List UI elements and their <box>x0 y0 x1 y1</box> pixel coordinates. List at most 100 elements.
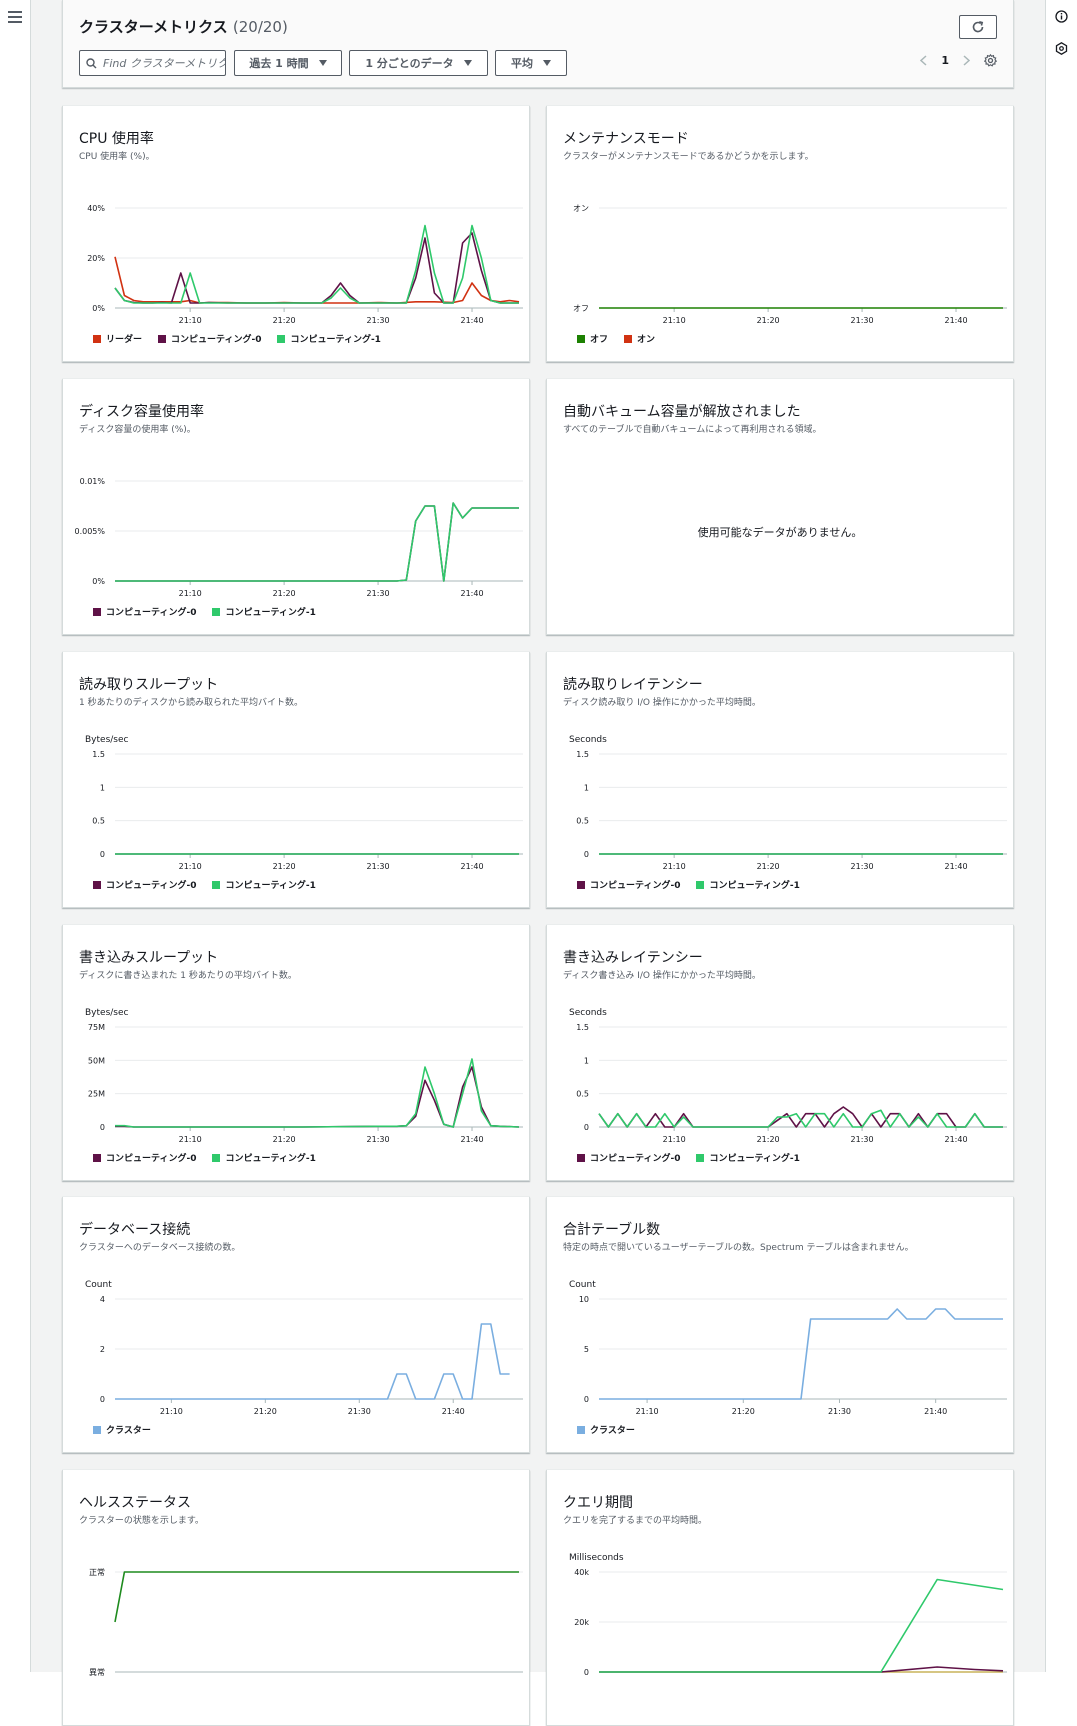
y-tick-label: 1.5 <box>92 750 105 759</box>
card-subtitle: ディスクに書き込まれた 1 秒あたりの平均バイト数。 <box>79 971 297 981</box>
metric-card: ヘルスステータス クラスターの状態を示します。 異常 正常 <box>62 1470 530 1726</box>
legend-label: コンピューティング-0 <box>106 608 197 618</box>
granularity-select[interactable]: 1 分ごとのデータ <box>349 50 488 76</box>
y-tick-label: 2 <box>100 1345 105 1354</box>
legend-item[interactable]: コンピューティング-1 <box>277 332 381 345</box>
current-page[interactable]: 1 <box>941 54 949 67</box>
y-tick-label: 10 <box>579 1295 589 1304</box>
y-axis-label: Bytes/sec <box>85 735 129 745</box>
legend-swatch <box>577 1153 585 1162</box>
legend-item[interactable]: オフ <box>577 332 608 345</box>
gear-icon[interactable] <box>984 54 997 67</box>
statistic-select[interactable]: 平均 <box>495 50 567 76</box>
metric-card: データベース接続 クラスターへのデータベース接続の数。 Count 0 2 4 21:10 2… <box>62 1197 530 1453</box>
x-tick-label: 21:20 <box>732 1407 755 1416</box>
x-tick-label: 21:30 <box>367 1135 390 1144</box>
metric-card: 読み取りレイテンシーディスク読み取り I/O 操作にかかった平均時間。 Secon… <box>546 652 1014 908</box>
legend-label: オン <box>637 335 656 345</box>
y-tick-label: 1 <box>584 783 589 792</box>
gear-badge-icon[interactable] <box>1055 40 1068 59</box>
metric-card: メンテナンスモード クラスターがメンテナンスモードであるかどうかを示します。 オフオ… <box>546 106 1014 362</box>
legend-item[interactable]: コンピューティング-0 <box>93 605 196 618</box>
card-title: 読み取りレイテンシー <box>563 677 703 693</box>
legend-item[interactable]: コンピューティング-0 <box>577 878 680 891</box>
y-tick-label: 4 <box>100 1295 105 1304</box>
x-tick-label: 21:20 <box>273 862 296 871</box>
legend-item[interactable]: クラスター <box>93 1423 151 1436</box>
card-subtitle: クラスターへのデータベース接続の数。 <box>79 1243 241 1253</box>
card-subtitle: 1 秒あたりのディスクから読み取られた平均バイト数。 <box>79 698 303 708</box>
series-line <box>114 224 519 304</box>
y-tick-label: 0 <box>584 1668 589 1677</box>
legend-swatch <box>93 1425 101 1434</box>
y-axis-label: Seconds <box>569 735 607 745</box>
legend-item[interactable]: クラスター <box>577 1423 635 1436</box>
legend-item[interactable]: コンピューティング-0 <box>93 1151 196 1164</box>
legend-swatch <box>577 334 585 343</box>
search-placeholder: Find クラスターメトリクス <box>103 57 226 70</box>
legend-item[interactable]: コンピューティング-1 <box>212 605 316 618</box>
line-chart: Bytes/sec 0 0.5 1 1.5 21:10 21:20 21:30 21:40 <box>85 735 523 871</box>
metric-card: CPU 使用率 CPU 使用率 (%)。 0% 20% 40% 21:10 21:20 21:… <box>62 106 530 362</box>
chevron-right-icon[interactable] <box>963 55 970 66</box>
legend-swatch <box>212 1153 221 1162</box>
search-icon <box>86 57 97 68</box>
series-line <box>115 1058 520 1128</box>
legend-item[interactable]: コンピューティング-1 <box>696 878 800 891</box>
caret-down-icon <box>318 60 327 66</box>
info-icon[interactable] <box>1055 8 1068 27</box>
card-title: 自動バキューム容量が解放されました <box>563 404 801 420</box>
legend-label: コンピューティング-0 <box>106 881 197 891</box>
y-tick-label: 0.5 <box>576 1090 589 1099</box>
metric-card: 合計テーブル数 特定の時点で開いているユーザーテーブルの数。Spectrum テー… <box>546 1197 1014 1453</box>
search-input[interactable]: Find クラスターメトリクス <box>79 50 226 76</box>
y-tick-label: 0.01% <box>80 477 106 486</box>
series-line <box>599 1308 1003 1400</box>
y-tick-label: 0 <box>584 850 589 859</box>
granularity-value: 1 分ごとのデータ <box>365 57 454 70</box>
legend-swatch <box>93 880 101 889</box>
menu-icon[interactable] <box>8 8 22 23</box>
time-range-select[interactable]: 過去 1 時間 <box>234 50 342 76</box>
legend-item[interactable]: コンピューティング-1 <box>696 1151 800 1164</box>
legend-item[interactable]: コンピューティング-0 <box>158 332 261 345</box>
x-tick-label: 21:20 <box>757 316 780 325</box>
legend-swatch <box>577 1425 585 1434</box>
legend-item[interactable]: コンピューティング-1 <box>212 1151 316 1164</box>
x-tick-label: 21:10 <box>663 862 686 871</box>
legend-swatch <box>212 607 221 616</box>
series-line <box>598 1109 1003 1128</box>
line-chart: 0% 0.005% 0.01% 21:10 21:20 21:30 21:40 <box>74 477 523 598</box>
legend-swatch <box>277 334 286 343</box>
x-tick-label: 21:40 <box>944 1135 967 1144</box>
legend-item[interactable]: コンピューティング-1 <box>212 878 316 891</box>
x-tick-label: 21:20 <box>273 316 296 325</box>
legend-swatch <box>624 334 633 343</box>
line-chart: Seconds 0 0.5 1 1.5 21:10 21:20 21:30 21:40 <box>569 735 1007 871</box>
legend-item[interactable]: コンピューティング-0 <box>93 878 196 891</box>
legend-item[interactable]: リーダー <box>93 332 142 345</box>
legend-label: クラスター <box>106 1426 151 1436</box>
x-tick-label: 21:30 <box>348 1407 371 1416</box>
y-tick-label: オン <box>573 204 589 213</box>
x-tick-label: 21:30 <box>828 1407 851 1416</box>
legend-item[interactable]: オン <box>624 332 655 345</box>
y-tick-label: 0% <box>92 304 105 313</box>
y-tick-label: 0.5 <box>92 817 105 826</box>
series-line <box>114 232 519 304</box>
title-text: クラスターメトリクス <box>79 18 228 36</box>
y-tick-label: 0 <box>100 1123 105 1132</box>
card-subtitle: すべてのテーブルで自動バキュームによって再利用される領域。 <box>563 425 822 435</box>
legend-label: コンピューティング-1 <box>290 335 381 345</box>
metrics-count: (20/20) <box>232 18 288 36</box>
card-subtitle: ディスク書き込み I/O 操作にかかった平均時間。 <box>563 971 761 981</box>
legend-item[interactable]: コンピューティング-0 <box>577 1151 680 1164</box>
chevron-left-icon[interactable] <box>920 55 927 66</box>
x-tick-label: 21:30 <box>851 862 874 871</box>
line-chart: Bytes/sec 0 25M 50M 75M 21:10 21:20 21:30 21:40 <box>85 1008 523 1144</box>
refresh-button[interactable] <box>959 15 997 39</box>
chart-legend: リーダー コンピューティング-0 コンピューティング-1 <box>93 332 381 345</box>
legend-label: クラスター <box>590 1426 635 1436</box>
card-subtitle: ディスク読み取り I/O 操作にかかった平均時間。 <box>563 698 761 708</box>
y-axis-label: Milliseconds <box>569 1553 624 1563</box>
